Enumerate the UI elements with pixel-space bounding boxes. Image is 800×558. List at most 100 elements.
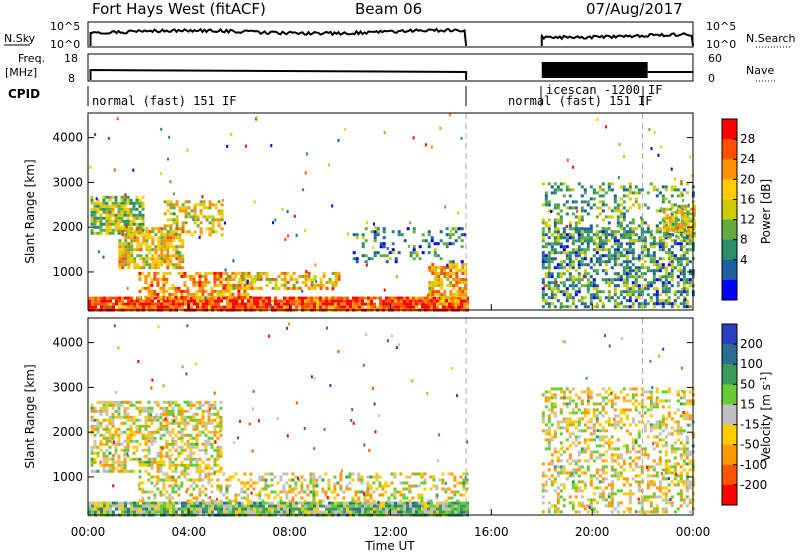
heatmap-cell [460, 303, 463, 306]
heatmap-scatter-cell [114, 168, 116, 171]
heatmap-cell [183, 284, 186, 287]
heatmap-scatter-cell [431, 145, 433, 148]
heatmap-cell [175, 306, 178, 309]
heatmap-cell [635, 284, 638, 287]
heatmap-cell [151, 505, 154, 508]
heatmap-cell [407, 227, 410, 230]
heatmap-cell [175, 508, 178, 511]
heatmap-cell [282, 491, 285, 494]
heatmap-cell [142, 233, 145, 236]
heatmap-cell [288, 485, 291, 488]
heatmap-cell [171, 287, 174, 290]
heatmap-cell [662, 263, 665, 266]
heatmap-cell [118, 443, 121, 446]
heatmap-cell [578, 182, 581, 185]
heatmap-cell [193, 511, 196, 514]
heatmap-cell [457, 508, 460, 511]
heatmap-cell [354, 500, 357, 503]
heatmap-cell [656, 266, 659, 269]
heatmap-cell [650, 242, 653, 245]
heatmap-cell [286, 300, 289, 303]
heatmap-cell [548, 432, 551, 435]
heatmap-cell [273, 497, 276, 500]
heatmap-cell [121, 404, 124, 407]
heatmap-cell [391, 303, 394, 306]
heatmap-cell [584, 408, 587, 411]
heatmap-cell [593, 254, 596, 257]
heatmap-cell [662, 275, 665, 278]
heatmap-cell [294, 485, 297, 488]
heatmap-cell [139, 248, 142, 251]
heatmap-cell [671, 272, 674, 275]
heatmap-cell [103, 437, 106, 440]
heatmap-cell [653, 245, 656, 248]
heatmap-cell [463, 505, 466, 508]
heatmap-cell [626, 269, 629, 272]
heatmap-cell [425, 239, 428, 242]
heatmap-cell [133, 404, 136, 407]
heatmap-cell [602, 218, 605, 221]
heatmap-cell [656, 194, 659, 197]
heatmap-cell [190, 306, 193, 309]
heatmap-cell [169, 511, 172, 514]
heatmap-cell [593, 203, 596, 206]
heatmap-cell [340, 508, 343, 511]
heatmap-cell [690, 235, 693, 238]
heatmap-cell [151, 502, 154, 505]
heatmap-cell [443, 293, 446, 296]
heatmap-cell [256, 502, 259, 505]
heatmap-cell [176, 215, 179, 218]
heatmap-cell [190, 461, 193, 464]
heatmap-cell [133, 306, 136, 309]
heatmap-cell [168, 272, 171, 275]
freq-marks [91, 62, 693, 80]
heatmap-cell [671, 239, 674, 242]
heatmap-cell [665, 278, 668, 281]
heatmap-cell [684, 220, 687, 223]
heatmap-cell [91, 214, 94, 217]
heatmap-cell [153, 494, 156, 497]
heatmap-cell [118, 458, 121, 461]
heatmap-cell [337, 508, 340, 511]
heatmap-cell [151, 257, 154, 260]
heatmap-cell [453, 491, 456, 494]
heatmap-cell [397, 303, 400, 306]
heatmap-cell [118, 413, 121, 416]
heatmap-cell [453, 479, 456, 482]
heatmap-cell [557, 242, 560, 245]
heatmap-cell [313, 505, 316, 508]
heatmap-cell [214, 413, 217, 416]
heatmap-cell [421, 297, 424, 300]
heatmap-cell [184, 300, 187, 303]
heatmap-cell [148, 300, 151, 303]
heatmap-cell [560, 420, 563, 423]
heatmap-cell [602, 227, 605, 230]
heatmap-cell [653, 188, 656, 191]
heatmap-cell [563, 471, 566, 474]
heatmap-cell [563, 465, 566, 468]
heatmap-scatter-cell [247, 281, 249, 284]
heatmap-cell [587, 212, 590, 215]
heatmap-cell [127, 300, 130, 303]
heatmap-cell [293, 278, 296, 281]
heatmap-cell [551, 260, 554, 263]
heatmap-cell [587, 411, 590, 414]
heatmap-cell [374, 254, 377, 257]
heatmap-cell [109, 458, 112, 461]
heatmap-cell [569, 194, 572, 197]
heatmap-cell [168, 485, 171, 488]
heatmap-cell [258, 494, 261, 497]
heatmap-cell [313, 511, 316, 514]
heatmap-cell [121, 464, 124, 467]
heatmap-cell [193, 458, 196, 461]
heatmap-scatter-cell [660, 207, 662, 210]
heatmap-cell [97, 419, 100, 422]
heatmap-cell [280, 511, 283, 514]
heatmap-cell [284, 278, 287, 281]
heatmap-cell [193, 300, 196, 303]
heatmap-cell [575, 293, 578, 296]
heatmap-cell [408, 500, 411, 503]
heatmap-cell [252, 482, 255, 485]
heatmap-cell [182, 224, 185, 227]
heatmap-cell [139, 407, 142, 410]
